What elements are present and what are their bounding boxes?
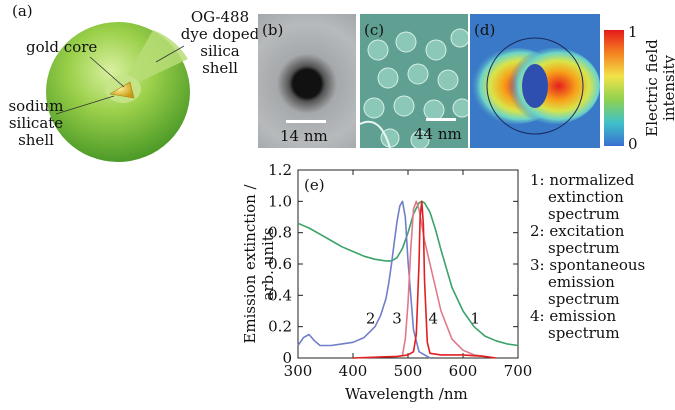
scale-bar bbox=[426, 118, 456, 121]
shell-label-line: shell bbox=[202, 59, 238, 77]
x-tick-label: 400 bbox=[339, 362, 368, 380]
sodium-label-line: sodium bbox=[8, 97, 64, 115]
colorbar bbox=[604, 30, 624, 146]
legend-line: 3: spontaneous bbox=[530, 256, 646, 274]
legend-line: 4: emission bbox=[530, 307, 617, 325]
legend-line: spectrum bbox=[548, 205, 620, 223]
shell-label-line: OG-488 bbox=[190, 8, 250, 26]
panel-d-field-map: (d) bbox=[470, 14, 600, 148]
panel-c-tag: (c) bbox=[364, 21, 385, 39]
curve-label-4: 4 bbox=[429, 310, 439, 328]
y-axis-label-line: arb. units bbox=[259, 227, 277, 301]
legend: 1: normalized extinction spectrum 2: exc… bbox=[530, 172, 645, 342]
legend-entry-3: 3: spontaneous emission spectrum bbox=[530, 257, 645, 308]
panel-b-tem-image: (b) 14 nm bbox=[258, 14, 356, 148]
x-axis-label: Wavelength /nm bbox=[345, 385, 468, 403]
curve-label-3: 3 bbox=[392, 310, 402, 328]
field-map bbox=[470, 37, 600, 135]
x-tick-label: 300 bbox=[284, 362, 313, 380]
colorbar-label: Electric field intensity bbox=[643, 28, 675, 148]
sodium-label-line: shell bbox=[18, 131, 54, 149]
y-tick-label: 0 bbox=[282, 349, 292, 367]
series-line-3 bbox=[401, 200, 486, 358]
sem-particles bbox=[360, 28, 468, 148]
legend-line: 2: excitation bbox=[530, 222, 625, 240]
colorbar-label-line: Electric field bbox=[643, 39, 661, 137]
nanoparticle-center bbox=[522, 64, 548, 108]
core-shell-nanoparticle-illustration bbox=[46, 22, 190, 162]
curve-label-1: 1 bbox=[470, 310, 480, 328]
legend-entry-4: 4: emission spectrum bbox=[530, 308, 645, 342]
curve-label-2: 2 bbox=[366, 310, 376, 328]
x-tick-label: 700 bbox=[504, 362, 533, 380]
legend-line: spectrum bbox=[548, 239, 620, 257]
panel-e-tag: (e) bbox=[304, 176, 325, 194]
scale-bar-label: 44 nm bbox=[414, 125, 462, 143]
colorbar-max: 1 bbox=[628, 23, 638, 41]
series-line-4 bbox=[352, 200, 497, 359]
shell-pointer bbox=[155, 45, 185, 63]
x-tick-label: 600 bbox=[449, 362, 478, 380]
scale-bar bbox=[286, 120, 326, 123]
legend-line: spectrum bbox=[548, 290, 620, 308]
y-axis-label: Emission extinction / arb. units bbox=[241, 164, 279, 364]
series-line-1 bbox=[297, 200, 519, 347]
legend-line: extinction bbox=[548, 188, 624, 206]
shell-outline bbox=[486, 37, 584, 135]
sodium-label: sodium silicate shell bbox=[4, 98, 68, 149]
plot-frame bbox=[297, 169, 519, 359]
legend-line: emission bbox=[548, 273, 615, 291]
panel-d-tag: (d) bbox=[474, 21, 496, 39]
colorbar-min: 0 bbox=[628, 135, 638, 153]
legend-line: 1: normalized bbox=[530, 171, 635, 189]
x-tick-label: 500 bbox=[394, 362, 423, 380]
colorbar-label-line: intensity bbox=[660, 54, 675, 122]
gold-core bbox=[109, 81, 135, 99]
shell-label-line: dye doped bbox=[180, 25, 260, 43]
panel-c-sem-image: (c) 44 nm bbox=[360, 14, 468, 148]
shell-label-line: silica bbox=[200, 42, 240, 60]
panel-a-tag: (a) bbox=[12, 2, 33, 20]
legend-line: spectrum bbox=[548, 324, 620, 342]
legend-entry-1: 1: normalized extinction spectrum bbox=[530, 172, 645, 223]
series-line-2 bbox=[297, 200, 431, 359]
legend-entry-2: 2: excitation spectrum bbox=[530, 223, 645, 257]
scale-bar-label: 14 nm bbox=[280, 127, 328, 145]
sodium-pointer bbox=[55, 95, 115, 115]
gold-core-label: gold core bbox=[26, 38, 98, 56]
y-axis-label-line: Emission extinction / bbox=[241, 184, 259, 344]
panel-b-tag: (b) bbox=[262, 21, 284, 39]
shell-label: OG-488 dye doped silica shell bbox=[180, 9, 260, 77]
sodium-label-line: silicate bbox=[8, 114, 64, 132]
shell-cutaway bbox=[118, 30, 188, 92]
gold-core-pointer bbox=[89, 56, 125, 88]
